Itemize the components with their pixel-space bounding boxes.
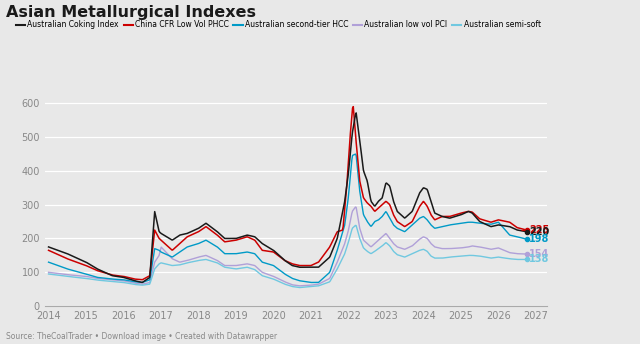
Text: Source: TheCoalTrader • Download image • Created with Datawrapper: Source: TheCoalTrader • Download image •… [6, 332, 278, 341]
Text: 220: 220 [529, 227, 550, 237]
Text: 154: 154 [529, 249, 550, 259]
Legend: Australian Coking Index, China CFR Low Vol PHCC, Australian second-tier HCC, Aus: Australian Coking Index, China CFR Low V… [16, 20, 541, 29]
Text: 225: 225 [529, 225, 550, 235]
Text: Asian Metallurgical Indexes: Asian Metallurgical Indexes [6, 5, 257, 20]
Text: 198: 198 [529, 234, 550, 244]
Text: 138: 138 [529, 255, 550, 265]
